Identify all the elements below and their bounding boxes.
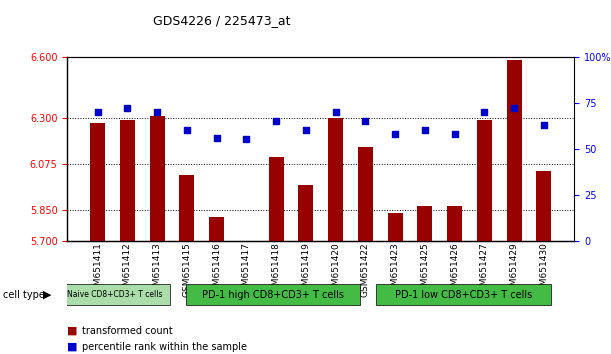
Text: cell type: cell type	[3, 290, 45, 300]
Point	[360, 118, 370, 124]
Text: GDS4226 / 225473_at: GDS4226 / 225473_at	[153, 14, 290, 27]
Text: Naive CD8+CD3+ T cells: Naive CD8+CD3+ T cells	[67, 290, 163, 299]
Bar	[209, 217, 224, 241]
Point	[331, 109, 340, 115]
Point	[509, 105, 519, 111]
Point	[390, 131, 400, 137]
Bar	[447, 206, 462, 241]
Text: ■: ■	[67, 342, 78, 352]
Point	[93, 109, 103, 115]
FancyBboxPatch shape	[186, 284, 360, 305]
Bar	[417, 206, 433, 241]
Point	[212, 135, 222, 141]
Bar	[358, 147, 373, 241]
Bar	[90, 123, 105, 241]
Bar	[180, 175, 194, 241]
Bar	[388, 213, 403, 241]
Point	[182, 127, 192, 133]
Bar	[269, 157, 284, 241]
Bar	[477, 120, 492, 241]
Text: PD-1 high CD8+CD3+ T cells: PD-1 high CD8+CD3+ T cells	[202, 290, 344, 300]
FancyBboxPatch shape	[59, 284, 170, 305]
Point	[539, 122, 549, 127]
FancyBboxPatch shape	[376, 284, 551, 305]
Text: ■: ■	[67, 326, 78, 336]
Point	[241, 137, 251, 142]
Bar	[298, 185, 313, 241]
Bar	[507, 60, 522, 241]
Point	[271, 118, 281, 124]
Text: PD-1 low CD8+CD3+ T cells: PD-1 low CD8+CD3+ T cells	[395, 290, 532, 300]
Text: percentile rank within the sample: percentile rank within the sample	[82, 342, 247, 352]
Bar	[536, 171, 551, 241]
Point	[123, 105, 133, 111]
Point	[450, 131, 459, 137]
Point	[420, 127, 430, 133]
Bar	[328, 118, 343, 241]
Bar	[120, 120, 135, 241]
Text: ▶: ▶	[43, 290, 51, 300]
Bar	[150, 116, 164, 241]
Point	[480, 109, 489, 115]
Text: transformed count: transformed count	[82, 326, 174, 336]
Point	[301, 127, 311, 133]
Point	[152, 109, 162, 115]
